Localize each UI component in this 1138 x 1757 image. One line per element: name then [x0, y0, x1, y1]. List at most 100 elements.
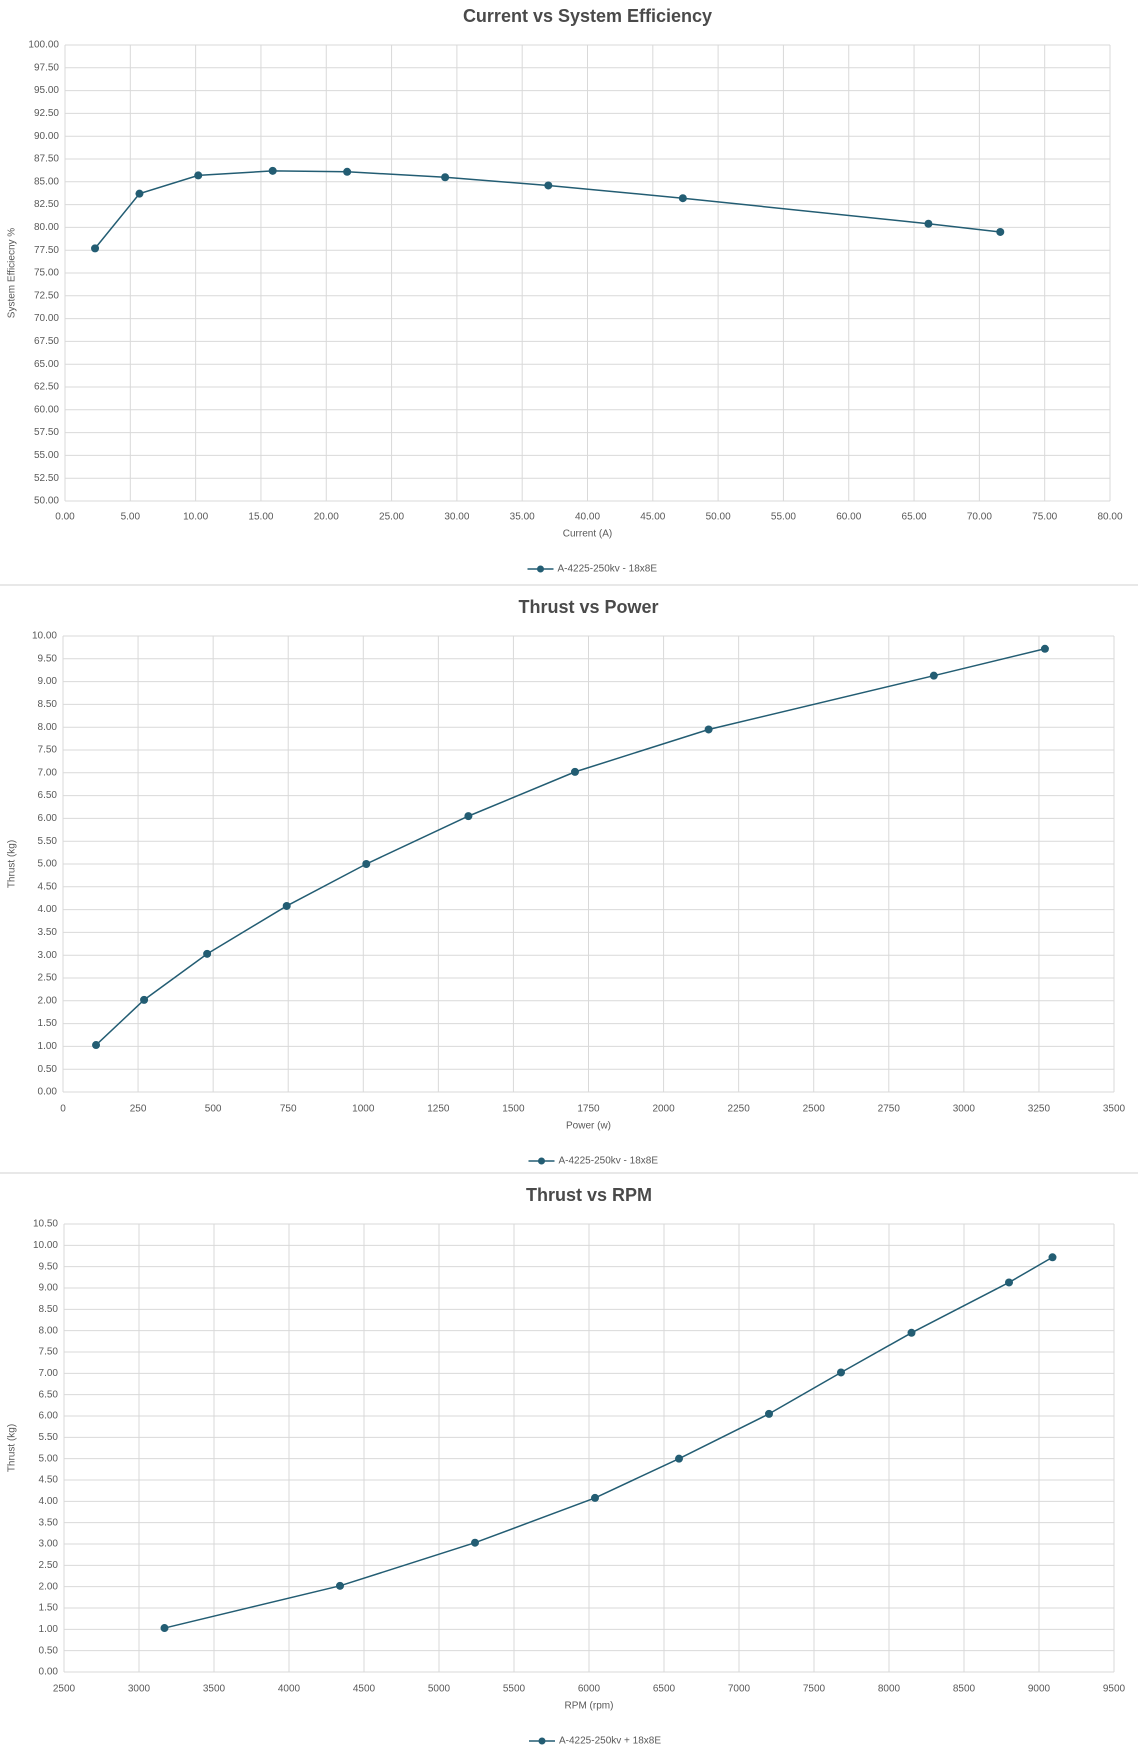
- y-tick-label: 0.00: [38, 1087, 58, 1098]
- x-tick-label: 15.00: [248, 512, 273, 523]
- y-axis-title: Thrust (kg): [7, 840, 18, 888]
- data-point: [362, 860, 371, 868]
- data-point: [1005, 1278, 1013, 1287]
- y-tick-label: 0.00: [39, 1667, 59, 1678]
- y-tick-label: 4.00: [38, 904, 58, 915]
- y-tick-label: 57.50: [34, 427, 59, 438]
- x-tick-label: 3250: [1028, 1104, 1051, 1115]
- x-tick-label: 2750: [878, 1104, 901, 1115]
- y-tick-label: 50.00: [34, 496, 59, 507]
- y-tick-label: 55.00: [34, 450, 59, 461]
- x-tick-label: 8500: [953, 1684, 976, 1695]
- y-tick-label: 100.00: [28, 40, 59, 51]
- x-tick-label: 3500: [203, 1684, 226, 1695]
- y-tick-label: 5.50: [38, 836, 58, 847]
- y-tick-label: 1.50: [39, 1603, 59, 1614]
- series-line: [94, 170, 1001, 249]
- y-tick-label: 3.00: [38, 950, 58, 961]
- legend-marker: [538, 1737, 546, 1745]
- legend-marker: [537, 565, 544, 573]
- chart-title: Thrust vs Power: [518, 597, 658, 617]
- data-point: [544, 181, 553, 190]
- y-tick-label: 8.00: [38, 722, 58, 733]
- data-point: [336, 1581, 344, 1590]
- x-tick-label: 50.00: [706, 512, 731, 523]
- x-tick-label: 9500: [1103, 1684, 1126, 1695]
- x-tick-label: 7000: [728, 1684, 751, 1695]
- x-tick-label: 25.00: [379, 512, 404, 523]
- x-tick-label: 20.00: [314, 512, 339, 523]
- data-point: [765, 1409, 773, 1418]
- x-tick-label: 7500: [803, 1684, 826, 1695]
- data-point: [268, 166, 277, 175]
- data-point: [92, 1041, 101, 1050]
- y-tick-label: 3.50: [39, 1517, 59, 1528]
- x-tick-label: 40.00: [575, 512, 600, 523]
- y-tick-label: 1.00: [38, 1041, 58, 1052]
- x-tick-label: 5500: [503, 1684, 526, 1695]
- x-tick-label: 65.00: [902, 512, 927, 523]
- x-tick-label: 1000: [352, 1104, 375, 1115]
- y-tick-label: 6.50: [39, 1389, 59, 1400]
- x-tick-label: 2250: [728, 1104, 751, 1115]
- y-tick-label: 5.00: [39, 1453, 59, 1464]
- data-point: [343, 167, 352, 176]
- x-tick-label: 4000: [278, 1684, 301, 1695]
- y-tick-label: 8.50: [39, 1304, 59, 1315]
- y-tick-label: 4.50: [39, 1475, 59, 1486]
- data-point: [471, 1538, 479, 1547]
- x-tick-label: 9000: [1028, 1684, 1051, 1695]
- y-tick-label: 7.00: [39, 1368, 59, 1379]
- y-tick-label: 90.00: [34, 131, 59, 142]
- data-point: [140, 995, 149, 1004]
- x-tick-label: 250: [130, 1104, 147, 1115]
- data-point: [282, 901, 291, 910]
- y-tick-label: 2.00: [38, 995, 58, 1006]
- data-point: [837, 1368, 845, 1377]
- x-tick-label: 3000: [128, 1684, 151, 1695]
- legend-label: A-4225-250kv - 18x8E: [558, 564, 658, 575]
- y-tick-label: 62.50: [34, 382, 59, 393]
- y-tick-label: 10.50: [33, 1219, 58, 1230]
- y-tick-label: 8.50: [38, 699, 58, 710]
- data-point: [160, 1624, 169, 1633]
- data-point: [675, 1454, 683, 1463]
- x-tick-label: 2500: [803, 1104, 826, 1115]
- data-point: [704, 725, 713, 734]
- y-axis-title: Thrust (kg): [7, 1424, 18, 1472]
- series-line: [164, 1256, 1053, 1629]
- x-tick-label: 3000: [953, 1104, 976, 1115]
- data-point: [1048, 1253, 1057, 1262]
- data-point: [996, 227, 1005, 236]
- y-tick-label: 9.00: [38, 676, 58, 687]
- x-tick-label: 60.00: [836, 512, 861, 523]
- y-tick-label: 7.00: [38, 767, 58, 778]
- y-tick-label: 75.00: [34, 268, 59, 279]
- y-tick-label: 0.50: [38, 1064, 58, 1075]
- x-tick-label: 55.00: [771, 512, 796, 523]
- x-tick-label: 30.00: [444, 512, 469, 523]
- x-tick-label: 0: [60, 1104, 66, 1115]
- y-tick-label: 9.50: [38, 653, 58, 664]
- x-tick-label: 80.00: [1097, 512, 1122, 523]
- y-axis-title: System Efficiecny %: [7, 228, 18, 319]
- y-tick-label: 10.00: [33, 1240, 58, 1251]
- y-tick-label: 3.00: [39, 1539, 59, 1550]
- x-tick-label: 6500: [653, 1684, 676, 1695]
- legend-marker: [538, 1157, 545, 1165]
- x-tick-label: 45.00: [640, 512, 665, 523]
- y-tick-label: 8.00: [39, 1325, 59, 1336]
- y-tick-label: 85.00: [34, 176, 59, 187]
- y-tick-label: 2.00: [39, 1581, 59, 1592]
- y-tick-label: 6.50: [38, 790, 58, 801]
- chart-title: Current vs System Efficiency: [463, 6, 712, 26]
- x-tick-label: 500: [205, 1104, 222, 1115]
- data-point: [441, 173, 450, 182]
- data-point: [91, 244, 100, 253]
- y-tick-label: 70.00: [34, 313, 59, 324]
- chart-title: Thrust vs RPM: [526, 1185, 652, 1205]
- y-tick-label: 1.50: [38, 1018, 58, 1029]
- x-tick-label: 6000: [578, 1684, 601, 1695]
